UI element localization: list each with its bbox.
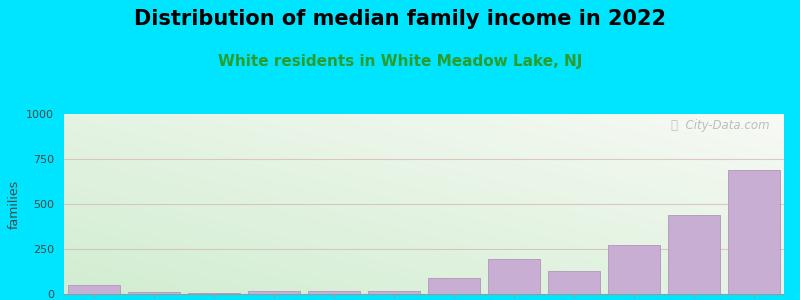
Text: White residents in White Meadow Lake, NJ: White residents in White Meadow Lake, NJ: [218, 54, 582, 69]
Bar: [308, 291, 361, 294]
Bar: [487, 259, 541, 294]
Bar: [128, 292, 180, 294]
Text: ⓘ  City-Data.com: ⓘ City-Data.com: [671, 119, 770, 132]
Y-axis label: families: families: [8, 179, 21, 229]
Bar: [367, 291, 421, 294]
Bar: [427, 278, 480, 294]
Bar: [728, 170, 781, 294]
Bar: [188, 292, 241, 294]
Bar: [67, 285, 120, 294]
Text: Distribution of median family income in 2022: Distribution of median family income in …: [134, 9, 666, 29]
Bar: [248, 291, 301, 294]
Bar: [547, 271, 600, 294]
Bar: [608, 244, 661, 294]
Bar: [667, 215, 721, 294]
